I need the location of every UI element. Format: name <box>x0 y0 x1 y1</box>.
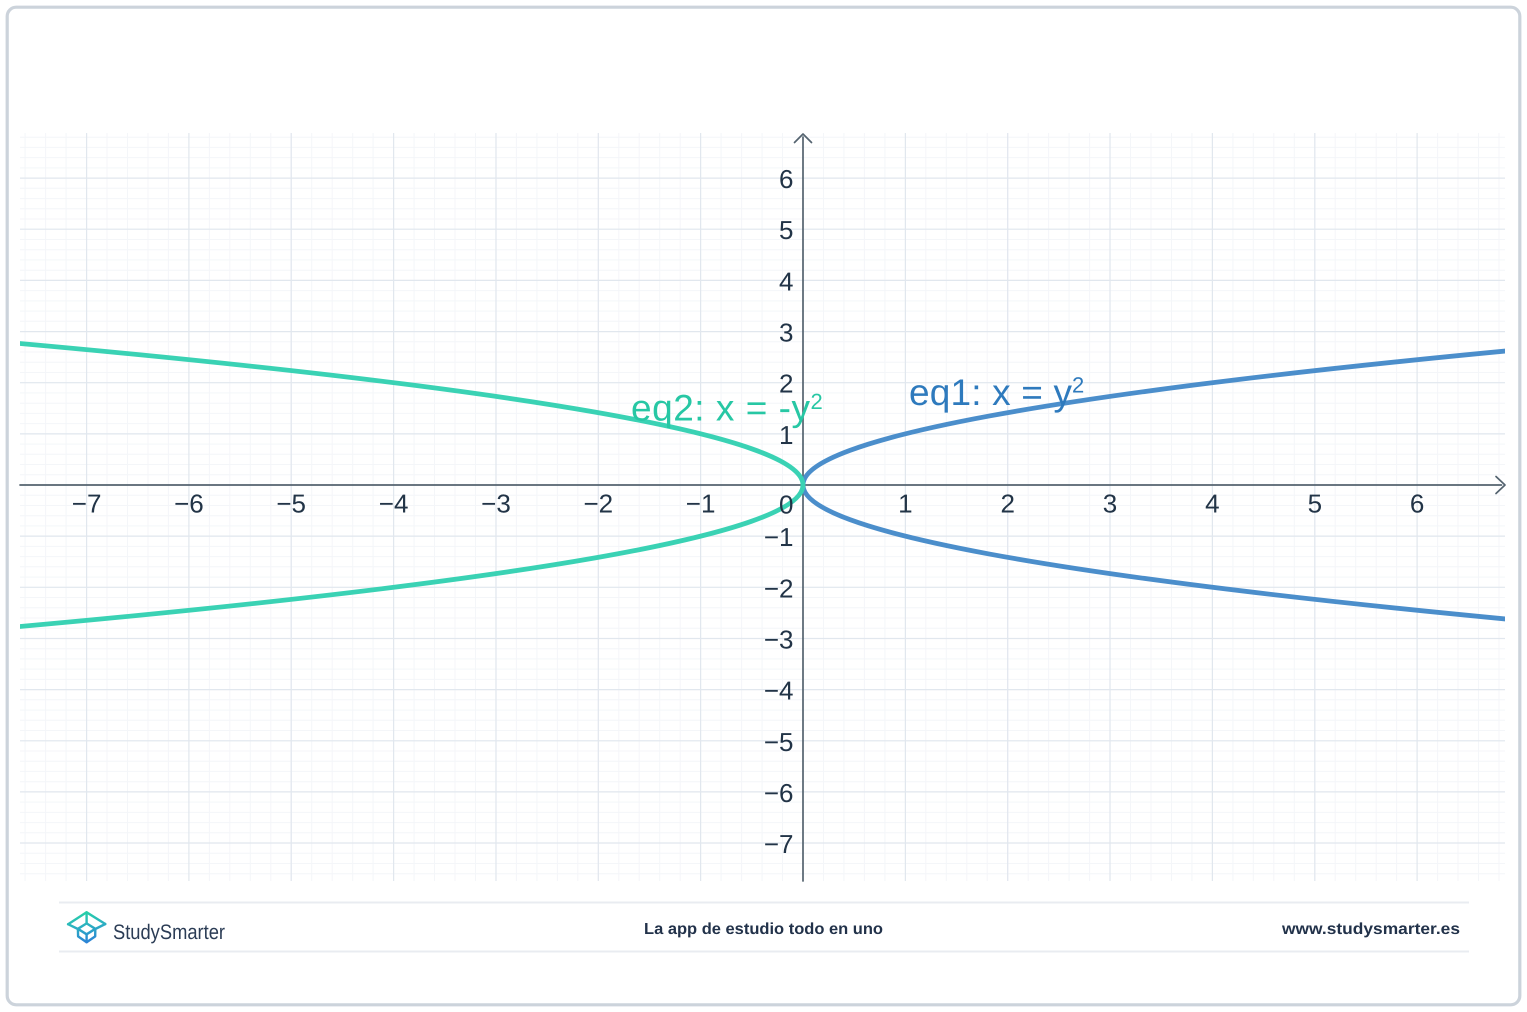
svg-text:2: 2 <box>779 369 793 399</box>
svg-text:−6: −6 <box>764 778 794 808</box>
svg-text:5: 5 <box>779 215 793 245</box>
svg-text:1: 1 <box>898 489 912 519</box>
svg-text:La app de estudio todo en uno: La app de estudio todo en uno <box>644 921 883 938</box>
svg-text:−2: −2 <box>583 489 613 519</box>
svg-text:2: 2 <box>1072 373 1084 398</box>
svg-text:4: 4 <box>779 266 793 296</box>
svg-text:3: 3 <box>1103 489 1117 519</box>
svg-text:www.studysmarter.es: www.studysmarter.es <box>1281 921 1460 938</box>
svg-text:−6: −6 <box>174 489 204 519</box>
svg-text:−3: −3 <box>764 625 794 655</box>
svg-text:−1: −1 <box>686 489 716 519</box>
svg-text:−3: −3 <box>481 489 511 519</box>
svg-text:2: 2 <box>811 389 823 414</box>
svg-text:0: 0 <box>779 490 793 520</box>
svg-text:−5: −5 <box>764 727 794 757</box>
svg-text:4: 4 <box>1205 489 1219 519</box>
svg-text:StudySmarter: StudySmarter <box>113 921 225 944</box>
svg-text:−4: −4 <box>379 489 409 519</box>
svg-text:−7: −7 <box>764 829 794 859</box>
svg-text:6: 6 <box>1410 489 1424 519</box>
svg-text:−7: −7 <box>72 489 102 519</box>
svg-text:eq2: x = -y: eq2: x = -y <box>631 388 811 429</box>
svg-text:3: 3 <box>779 318 793 348</box>
svg-text:−5: −5 <box>276 489 306 519</box>
svg-text:2: 2 <box>1000 489 1014 519</box>
svg-text:6: 6 <box>779 164 793 194</box>
svg-text:5: 5 <box>1308 489 1322 519</box>
svg-text:eq1: x = y: eq1: x = y <box>909 372 1073 413</box>
svg-text:−4: −4 <box>764 676 794 706</box>
svg-text:1: 1 <box>779 420 793 450</box>
svg-text:−1: −1 <box>764 522 794 552</box>
svg-text:−2: −2 <box>764 573 794 603</box>
